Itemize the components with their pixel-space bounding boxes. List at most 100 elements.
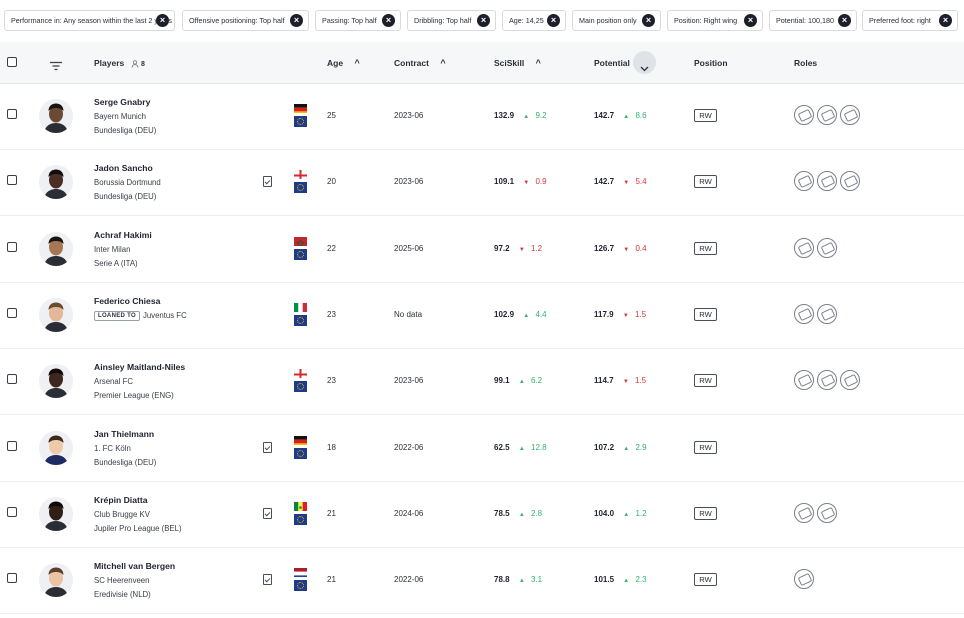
role-icon[interactable] [817,370,837,391]
role-icon[interactable] [840,370,860,391]
player-league[interactable]: Eredivisie (NLD) [94,590,151,600]
filter-icon[interactable] [50,58,62,71]
role-icon[interactable] [817,237,837,258]
player-name[interactable]: Jan Thielmann [94,428,155,439]
column-age[interactable]: Age ^ [327,58,360,68]
player-name[interactable]: Krépin Diatta [94,494,148,505]
role-icon[interactable] [794,171,814,192]
column-position[interactable]: Position [694,58,728,68]
role-icon[interactable] [794,105,814,125]
filter-chip[interactable]: Main position only × [572,10,661,31]
role-icon[interactable] [794,237,814,258]
potential-delta: 2.3 [635,575,647,585]
player-name[interactable]: Serge Gnabry [94,97,151,107]
close-icon[interactable]: × [838,14,851,27]
row-checkbox[interactable] [7,573,17,584]
role-icon[interactable] [817,171,837,192]
filter-chip[interactable]: Age: 14,25 × [502,10,566,31]
close-icon[interactable]: × [156,14,169,27]
filter-chip[interactable]: Passing: Top half × [315,10,401,31]
column-potential[interactable]: Potential [594,58,630,68]
role-icon[interactable] [794,502,814,523]
player-name[interactable]: Federico Chiesa [94,295,161,306]
close-icon[interactable]: × [382,14,395,27]
filter-chip[interactable]: Dribbling: Top half × [407,10,496,31]
column-players[interactable]: Players 8 [94,58,145,68]
filter-chip[interactable]: Offensive positioning: Top half × [182,10,309,31]
role-icon[interactable] [817,303,837,324]
close-icon[interactable]: × [547,14,560,27]
row-checkbox[interactable] [7,374,17,385]
filter-chip[interactable]: Performance in: Any season within the la… [4,10,175,31]
player-name[interactable]: Ainsley Maitland-Niles [94,362,186,373]
table-row[interactable]: Jan Thielmann 1. FC Köln Bundesliga (DEU) 1… [0,416,964,482]
sort-desc-button[interactable] [633,51,656,74]
filter-chip[interactable]: Preferred foot: right × [862,10,958,31]
player-name[interactable]: Achraf Hakimi [94,229,152,240]
close-icon[interactable]: × [477,14,490,27]
row-checkbox[interactable] [7,241,17,252]
position-badge: RW [694,440,717,454]
players-header-label: Players [94,58,125,68]
player-league[interactable]: Jupiler Pro League (BEL) [94,523,182,533]
player-club[interactable]: Bayern Munich [94,112,147,121]
filter-chip[interactable]: Potential: 100,180 × [769,10,857,31]
close-icon[interactable]: × [290,14,303,27]
player-club[interactable]: SC Heerenveen [94,576,150,586]
close-icon[interactable]: × [744,14,757,27]
sciskill-value: 97.2 [494,243,510,253]
row-checkbox[interactable] [7,307,17,318]
close-icon[interactable]: × [939,14,952,27]
position-badge: RW [694,109,717,122]
row-checkbox[interactable] [7,506,17,517]
shortlist-icon[interactable] [263,507,272,519]
player-league[interactable]: Bundesliga (DEU) [94,192,157,202]
player-league[interactable]: Premier League (ENG) [94,391,174,401]
table-row[interactable]: Federico Chiesa LOANED TO Juventus FC 23 No… [0,283,964,349]
table-row[interactable]: Jadon Sancho Borussia Dortmund Bundesliga … [0,150,964,217]
player-club[interactable]: Club Brugge KV [94,509,150,519]
shortlist-icon[interactable] [263,176,272,188]
role-icon[interactable] [817,502,837,523]
player-club[interactable]: Inter Milan [94,244,131,254]
close-icon[interactable]: × [642,14,655,27]
potential-delta: 2.9 [635,442,647,452]
player-name[interactable]: Jadon Sancho [94,163,153,174]
column-roles[interactable]: Roles [794,58,818,68]
players-count: 8 [141,61,145,68]
trend-down-icon: ▼ [622,379,629,386]
table-row[interactable]: Serge Gnabry Bayern Munich Bundesliga (DEU… [0,84,964,150]
shortlist-icon[interactable] [263,441,272,453]
table-row[interactable]: Mitchell van Bergen SC Heerenveen Eredivis… [0,548,964,615]
role-icon[interactable] [794,303,814,324]
row-checkbox[interactable] [7,175,17,186]
potential-cell: 126.7 ▼ 0.4 [594,244,647,253]
role-icon[interactable] [817,105,837,125]
role-icon[interactable] [840,171,860,192]
table-row[interactable]: Krépin Diatta Club Brugge KV Jupiler Pro L… [0,482,964,548]
filter-chip[interactable]: Position: Right wing × [667,10,763,31]
column-contract[interactable]: Contract ^ [394,58,446,68]
player-name[interactable]: Mitchell van Bergen [94,561,176,572]
role-icon[interactable] [794,370,814,391]
role-icon[interactable] [840,105,860,125]
nationality-flag-icon [294,434,307,445]
table-row[interactable]: Ainsley Maitland-Niles Arsenal FC Premier … [0,349,964,416]
row-checkbox[interactable] [7,440,17,451]
shortlist-icon[interactable] [263,574,272,586]
player-league[interactable]: Bundesliga (DEU) [94,126,157,135]
select-all-checkbox[interactable] [7,57,17,67]
player-club[interactable]: 1. FC Köln [94,443,131,453]
contract-value: 2022-06 [394,442,424,452]
role-icon[interactable] [794,569,814,590]
player-club[interactable]: Arsenal FC [94,377,133,387]
column-sciskill[interactable]: SciSkill ^ [494,58,541,68]
player-club[interactable]: Juventus FC [142,310,187,320]
row-checkbox[interactable] [7,109,17,119]
player-club[interactable]: Borussia Dortmund [94,178,161,188]
table-row[interactable]: Achraf Hakimi Inter Milan Serie A (ITA) 22 2… [0,217,964,283]
avatar [39,563,73,598]
player-league[interactable]: Bundesliga (DEU) [94,457,157,467]
player-league[interactable]: Serie A (ITA) [94,258,138,268]
chevron-down-icon [640,59,649,77]
